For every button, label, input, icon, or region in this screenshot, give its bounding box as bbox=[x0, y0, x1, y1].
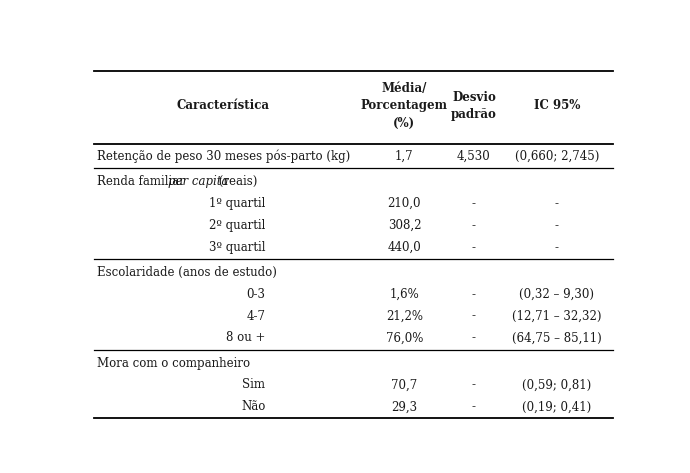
Text: (64,75 – 85,11): (64,75 – 85,11) bbox=[512, 332, 602, 344]
Text: Retenção de peso 30 meses pós-parto (kg): Retenção de peso 30 meses pós-parto (kg) bbox=[97, 150, 351, 163]
Text: (12,71 – 32,32): (12,71 – 32,32) bbox=[512, 309, 602, 323]
Text: Desvio
padrão: Desvio padrão bbox=[451, 91, 497, 121]
Text: 1º quartil: 1º quartil bbox=[209, 197, 266, 210]
Text: Não: Não bbox=[241, 400, 266, 413]
Text: (0,19; 0,41): (0,19; 0,41) bbox=[522, 400, 591, 413]
Text: Média/
Porcentagem
(%): Média/ Porcentagem (%) bbox=[361, 82, 448, 130]
Text: 0-3: 0-3 bbox=[246, 288, 266, 301]
Text: 210,0: 210,0 bbox=[388, 197, 421, 210]
Text: (0,59; 0,81): (0,59; 0,81) bbox=[522, 378, 591, 392]
Text: Renda familiar: Renda familiar bbox=[97, 175, 188, 188]
Text: 1,6%: 1,6% bbox=[390, 288, 420, 301]
Text: -: - bbox=[472, 197, 476, 210]
Text: 21,2%: 21,2% bbox=[386, 309, 423, 323]
Text: 4,530: 4,530 bbox=[457, 150, 491, 163]
Text: -: - bbox=[472, 219, 476, 232]
Text: Sim: Sim bbox=[242, 378, 266, 392]
Text: -: - bbox=[472, 241, 476, 254]
Text: IC 95%: IC 95% bbox=[533, 99, 580, 113]
Text: 3º quartil: 3º quartil bbox=[209, 241, 266, 254]
Text: -: - bbox=[472, 332, 476, 344]
Text: -: - bbox=[472, 400, 476, 413]
Text: (0,32 – 9,30): (0,32 – 9,30) bbox=[520, 288, 594, 301]
Text: -: - bbox=[555, 241, 559, 254]
Text: per capita: per capita bbox=[168, 175, 228, 188]
Text: 8 ou +: 8 ou + bbox=[226, 332, 266, 344]
Text: (0,660; 2,745): (0,660; 2,745) bbox=[515, 150, 599, 163]
Text: 2º quartil: 2º quartil bbox=[209, 219, 266, 232]
Text: Mora com o companheiro: Mora com o companheiro bbox=[97, 357, 250, 369]
Text: 76,0%: 76,0% bbox=[386, 332, 423, 344]
Text: -: - bbox=[472, 378, 476, 392]
Text: Característica: Característica bbox=[176, 99, 269, 113]
Text: -: - bbox=[472, 288, 476, 301]
Text: 29,3: 29,3 bbox=[391, 400, 417, 413]
Text: -: - bbox=[555, 219, 559, 232]
Text: (reais): (reais) bbox=[215, 175, 257, 188]
Text: 70,7: 70,7 bbox=[391, 378, 417, 392]
Text: 1,7: 1,7 bbox=[395, 150, 414, 163]
Text: 440,0: 440,0 bbox=[388, 241, 422, 254]
Text: Escolaridade (anos de estudo): Escolaridade (anos de estudo) bbox=[97, 266, 277, 279]
Text: -: - bbox=[555, 197, 559, 210]
Text: 308,2: 308,2 bbox=[388, 219, 421, 232]
Text: 4-7: 4-7 bbox=[246, 309, 266, 323]
Text: -: - bbox=[472, 309, 476, 323]
